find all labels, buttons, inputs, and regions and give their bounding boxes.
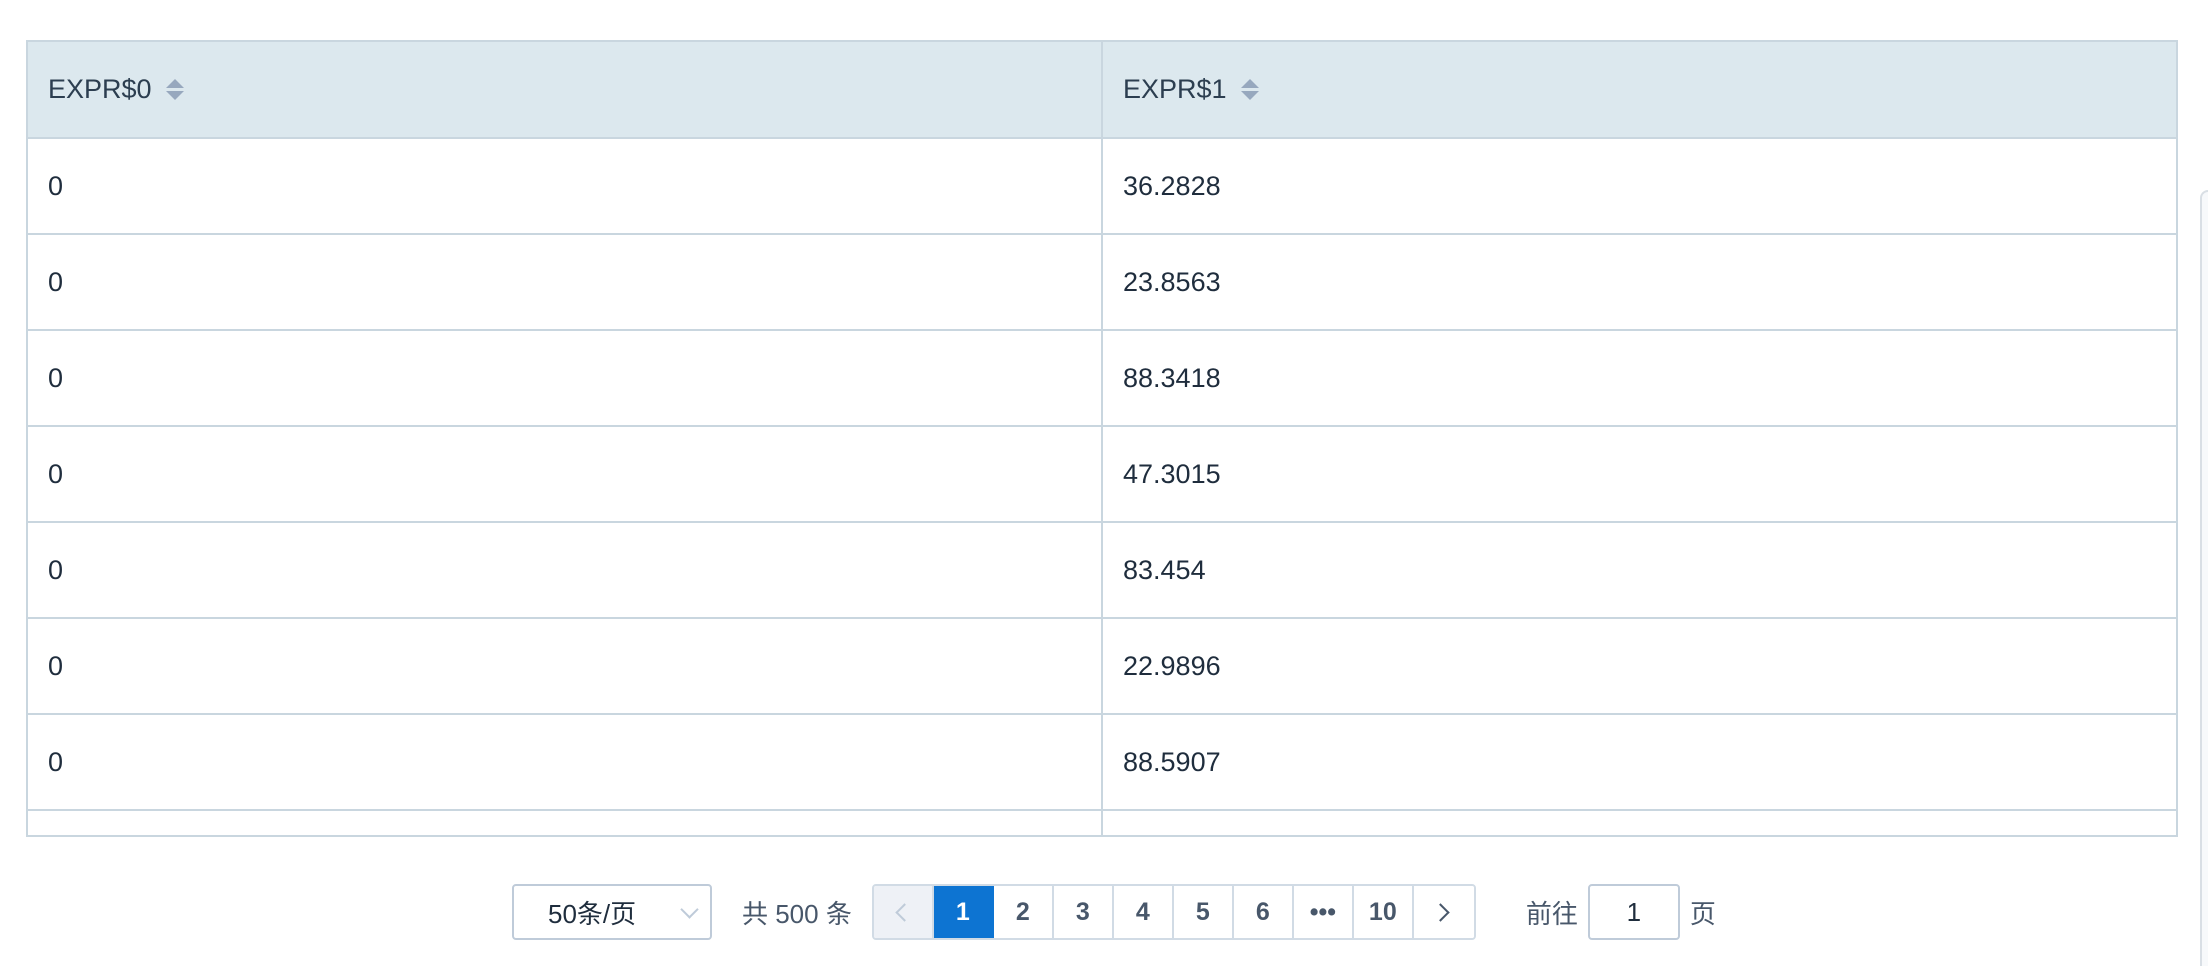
table-row: 0 23.8563 <box>28 234 2176 331</box>
table-row: 0 36.2828 <box>28 138 2176 235</box>
sort-ascending-icon[interactable] <box>165 79 184 88</box>
page-button-5[interactable]: 5 <box>1173 886 1234 938</box>
table-cell: 0 <box>28 522 1103 619</box>
table-cell: 0 <box>28 330 1103 427</box>
total-count: 共 500 条 <box>742 898 852 929</box>
header-row: EXPR$0 EXPR$1 <box>28 42 2176 139</box>
prev-page-button[interactable] <box>873 886 934 938</box>
sort-icon[interactable] <box>1240 79 1259 100</box>
table-cell: 88.3418 <box>1102 330 2176 427</box>
page-button-1[interactable]: 1 <box>933 886 994 938</box>
column-header-expr1[interactable]: EXPR$1 <box>1102 42 2176 139</box>
vertical-scrollbar[interactable] <box>2200 190 2208 966</box>
table-row: 0 83.454 <box>28 522 2176 619</box>
table-cell: 0 <box>28 426 1103 523</box>
table-cell: 0 <box>28 138 1103 235</box>
result-grid: EXPR$0 EXPR$1 <box>28 42 2176 835</box>
table-cell: 83.454 <box>1102 522 2176 619</box>
page-button-2[interactable]: 2 <box>993 886 1054 938</box>
page-buttons: 1 2 3 4 5 6 ••• 10 <box>871 884 1476 940</box>
page-button-3[interactable]: 3 <box>1053 886 1114 938</box>
table-cell: 23.8563 <box>1102 234 2176 331</box>
page-button-4[interactable]: 4 <box>1113 886 1174 938</box>
table-row: 0 22.9896 <box>28 618 2176 715</box>
table-row-partial <box>28 810 2176 835</box>
table-row: 0 88.3418 <box>28 330 2176 427</box>
page-size-value: 50条/页 <box>548 898 637 929</box>
sort-descending-icon[interactable] <box>165 91 184 100</box>
page-button-6[interactable]: 6 <box>1233 886 1294 938</box>
table-cell: 88.5907 <box>1102 714 2176 811</box>
table-cell: 0 <box>28 714 1103 811</box>
table-cell <box>28 810 1103 835</box>
goto-suffix: 页 <box>1689 898 1716 929</box>
chevron-left-icon <box>895 902 915 922</box>
sort-ascending-icon[interactable] <box>1240 79 1259 88</box>
next-page-button[interactable] <box>1413 886 1474 938</box>
table-cell: 47.3015 <box>1102 426 2176 523</box>
pagination: 50条/页 共 500 条 1 2 3 4 5 6 ••• 10 前往 页 <box>512 884 1716 940</box>
goto-prefix: 前往 <box>1525 898 1578 929</box>
table-cell: 36.2828 <box>1102 138 2176 235</box>
table-cell: 0 <box>28 618 1103 715</box>
goto-page: 前往 页 <box>1526 884 1716 940</box>
more-pages-button[interactable]: ••• <box>1293 886 1354 938</box>
table-row: 0 47.3015 <box>28 426 2176 523</box>
column-header-label: EXPR$1 <box>1123 74 1227 104</box>
column-header-expr0[interactable]: EXPR$0 <box>28 42 1103 139</box>
chevron-right-icon <box>1431 902 1451 922</box>
result-table: EXPR$0 EXPR$1 <box>26 40 2178 837</box>
column-header-label: EXPR$0 <box>48 74 152 104</box>
table-cell: 0 <box>28 234 1103 331</box>
page-button-10[interactable]: 10 <box>1353 886 1414 938</box>
chevron-down-icon <box>680 899 699 919</box>
table-cell: 22.9896 <box>1102 618 2176 715</box>
sort-icon[interactable] <box>165 79 184 100</box>
table-cell <box>1102 810 2176 835</box>
goto-page-input[interactable] <box>1587 884 1680 940</box>
table-row: 0 88.5907 <box>28 714 2176 811</box>
sort-descending-icon[interactable] <box>1240 91 1259 100</box>
page-size-select[interactable]: 50条/页 <box>512 884 712 940</box>
